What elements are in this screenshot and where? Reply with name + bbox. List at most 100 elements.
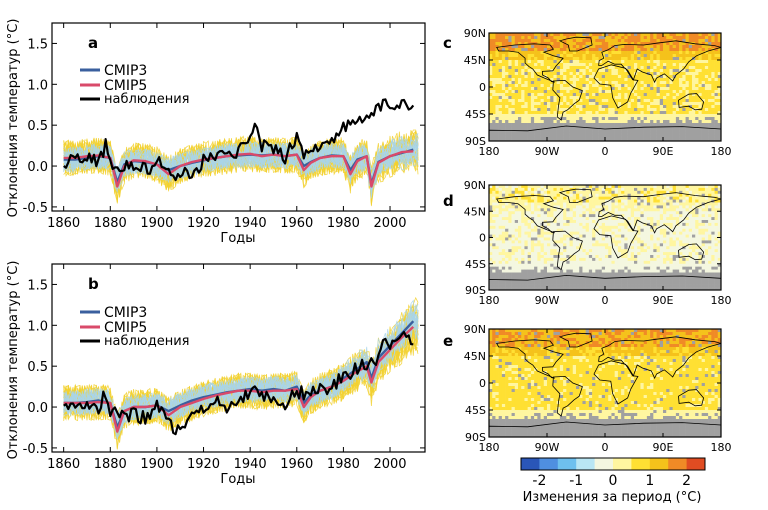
map-cell [598,132,603,136]
map-cell [569,63,574,67]
map-cell [582,257,586,262]
map-cell [650,93,654,97]
map-cell [717,255,721,259]
map-cell [582,42,586,46]
map-cell [701,234,706,238]
map-cell [550,255,554,259]
map-cell [489,211,493,215]
map-cell [508,234,512,238]
map-cell [630,129,635,133]
map-cell [572,51,577,55]
map-cell [675,36,680,40]
map-cell [569,87,574,91]
map-cell [637,135,641,139]
map-cell [492,114,496,118]
map-cell [537,33,541,37]
map-cell [711,84,715,88]
map-cell [653,190,657,195]
map-cell [688,63,693,67]
map-cell [688,123,693,127]
map-cell [498,117,503,121]
map-cell [582,84,586,88]
map-cell [524,187,528,192]
map-cell [695,208,699,212]
map-cell [540,255,545,259]
map-cell [663,225,667,230]
map-cell [637,48,641,52]
map-cell [540,135,545,139]
map-cell [495,260,499,265]
map-cell [508,84,512,88]
map-cell [608,205,612,209]
map-cell [695,96,699,100]
map-cell [698,117,702,121]
map-cell [572,42,577,46]
map-cell [576,117,580,121]
map-cell [675,217,680,221]
map-cell [595,214,599,218]
map-cell [514,272,519,276]
map-cell [543,42,548,46]
map-cell [553,252,557,256]
map-cell [653,222,657,227]
map-cell [553,75,557,79]
map-cell [563,217,567,221]
map-cell [505,105,509,109]
map-cell [572,217,577,221]
map-cell [534,132,538,136]
map-cell [653,54,657,58]
map-cell [508,102,512,106]
x-tick-label: 1880 [94,216,127,231]
map-cell [505,199,509,203]
map-cell [576,63,580,67]
map-cell [553,240,557,244]
map-cell [698,208,702,212]
map-cell [663,185,667,189]
map-cell [624,129,628,133]
map-cell [511,42,516,46]
map-cell [543,102,548,106]
map-cell [579,123,583,127]
map-cell [492,138,496,141]
map-cell [501,234,506,238]
map-cell [650,87,654,91]
map-cell [543,96,548,100]
map-cell [547,126,551,130]
map-cell [492,36,496,40]
map-cell [498,102,503,106]
map-cell [511,190,516,195]
map-cell [530,214,535,218]
map-cell [688,199,693,203]
map-cell [514,93,519,97]
map-cell [679,237,683,241]
map-cell [663,202,667,206]
map-cell [656,260,661,265]
map-cell [627,266,632,270]
map-cell [663,263,667,267]
map-cell [675,249,680,253]
map-cell [576,231,580,235]
map-cell [682,108,686,112]
map-cell [663,45,667,49]
map-cell [640,54,644,58]
map-cell [527,78,532,82]
map-cell [630,199,635,203]
map-cell [495,246,499,250]
map-cell [556,129,561,133]
map-cell [579,266,583,270]
map-cell [704,243,709,247]
map-cell [508,60,512,64]
map-cell [630,225,635,230]
map-cell [572,225,577,230]
map-cell [672,126,677,130]
map-cell [637,33,641,37]
map-cell [527,228,532,232]
map-cell [518,114,522,118]
map-cell [688,193,693,197]
map-cell [563,225,567,230]
map-cell [679,111,683,115]
map-cell [643,78,648,82]
map-cell [669,255,673,259]
map-cell [634,135,638,139]
map-cell [601,87,606,91]
